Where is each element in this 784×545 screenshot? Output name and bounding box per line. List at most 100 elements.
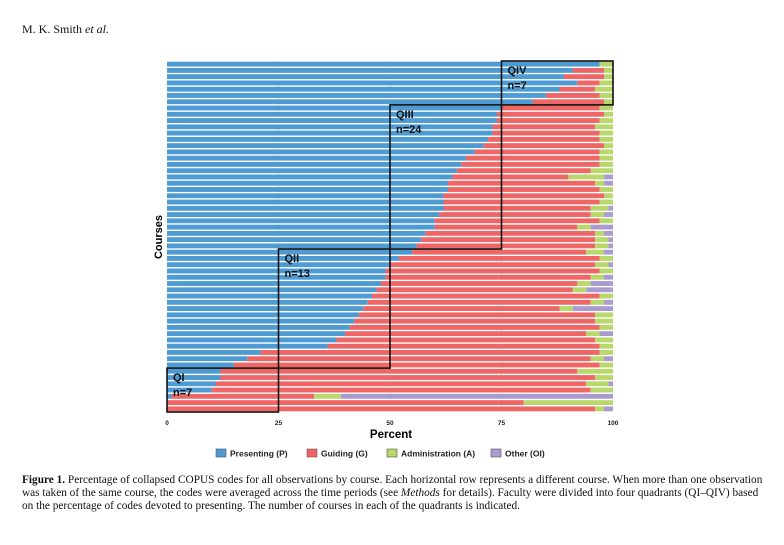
bar-segment [452, 174, 569, 180]
bar-segment [167, 337, 337, 343]
legend-label: Administration (A) [401, 449, 475, 459]
bar-segment [171, 393, 315, 399]
legend-label: Presenting (P) [230, 449, 288, 459]
bar-segment [167, 350, 261, 355]
bar-segment [501, 105, 600, 111]
bar-segment [604, 299, 613, 305]
bar-segment [390, 262, 596, 268]
bar-segment [608, 262, 613, 268]
bar-segment [599, 199, 613, 205]
bar-segment [559, 306, 573, 312]
bar-segment [586, 331, 600, 337]
bar-segment [167, 299, 368, 305]
bar-segment [492, 130, 600, 136]
bar-segment [599, 130, 613, 136]
quadrant-box [500, 60, 614, 106]
bar-segment [358, 312, 596, 318]
bar-segment [599, 293, 613, 299]
bar-segment [599, 324, 613, 330]
bar-segment [167, 168, 457, 174]
bar-segment [167, 205, 444, 211]
bar-segment [167, 99, 533, 105]
bar-segment [354, 318, 596, 324]
bar-segment [595, 406, 605, 412]
bar-segment [590, 387, 613, 393]
legend-swatch [490, 448, 502, 458]
quadrant-label: QII [285, 253, 300, 265]
bar-segment [167, 318, 355, 324]
bar-segment [167, 343, 328, 349]
bar-segment [167, 61, 600, 67]
bar-segment [604, 356, 613, 362]
quadrant-box [389, 104, 503, 250]
bar-segment [439, 212, 591, 217]
quadrant-label: QIV [508, 65, 528, 77]
bar-segment [595, 230, 605, 236]
bar-segment [595, 86, 613, 92]
bar-segment [167, 249, 413, 255]
bar-segment [599, 187, 613, 192]
bar-segment [608, 205, 613, 211]
bar-segment [167, 187, 448, 192]
bar-segment [497, 118, 600, 123]
bar-segment [599, 118, 613, 123]
bar-segment [465, 155, 600, 161]
bar-segment [599, 155, 613, 161]
bar-segment [488, 136, 600, 142]
quadrant-label: QIII [396, 109, 414, 121]
bar-segment [599, 331, 613, 337]
bar-segment [497, 111, 605, 117]
bar-segment [167, 274, 386, 280]
bar-segment [167, 387, 212, 393]
bar-segment [599, 256, 613, 261]
bar-segment [167, 287, 377, 293]
bar-segment [599, 80, 613, 86]
bar-segment [590, 281, 613, 286]
x-tick-label: 100 [608, 420, 619, 427]
chart-legend: Presenting (P) Guiding (G) Administration … [215, 448, 545, 459]
bar-segment [599, 61, 613, 67]
bar-segment [167, 212, 440, 217]
bar-segment [595, 337, 613, 343]
bar-segment [211, 387, 591, 393]
legend-label: Guiding (G) [321, 449, 368, 459]
bar-segment [595, 262, 609, 268]
bar-segment [167, 293, 373, 299]
bar-segment [599, 350, 613, 355]
bar-segment [167, 324, 350, 330]
quadrant-count: n=7 [173, 387, 192, 399]
bar-segment [167, 80, 578, 86]
bar-segment [590, 224, 613, 230]
bar-segment [568, 174, 605, 180]
figure-caption: Figure 1. Percentage of collapsed COPUS … [22, 474, 764, 513]
bar-segment [167, 218, 435, 224]
x-tick-label: 0 [165, 420, 169, 427]
bar-segment [260, 350, 600, 355]
bar-segment [421, 237, 596, 243]
bar-segment [599, 149, 613, 155]
bar-segment [577, 281, 591, 286]
bar-segment [474, 149, 600, 155]
bar-segment [572, 287, 587, 293]
bar-segment [167, 230, 426, 236]
legend-swatch [386, 448, 398, 458]
bar-segment [590, 274, 605, 280]
bar-segment [167, 356, 248, 362]
bar-segment [340, 393, 613, 399]
bar-segment [167, 161, 462, 167]
bar-segment [604, 212, 613, 217]
bar-segment [599, 218, 613, 224]
bar-segment [595, 318, 613, 324]
copus-stacked-bar-chart: QI n=7 QII n=13 QIII n=24 QIV n=7 0 25 50 75 100 Pe… [153, 60, 619, 459]
bar-segment [595, 124, 613, 130]
bar-segment [167, 86, 560, 92]
bar-segment [216, 381, 587, 387]
bar-segment [385, 268, 600, 274]
quadrant-count: n=13 [285, 268, 310, 280]
bar-segment [167, 281, 382, 286]
bar-segment [599, 268, 613, 274]
bar-segment [443, 205, 591, 211]
bar-segment [563, 74, 605, 80]
quadrant-box [166, 367, 280, 413]
bar-segment [595, 180, 605, 186]
